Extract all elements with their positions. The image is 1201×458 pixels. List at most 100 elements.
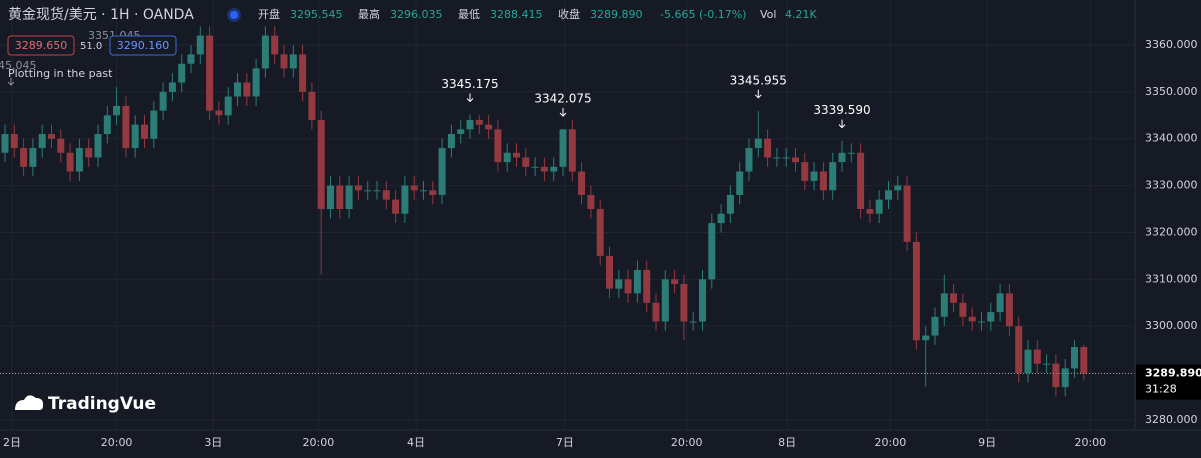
y-tick-label: 3340.000	[1145, 132, 1198, 145]
candle-body	[819, 171, 827, 191]
candle-body	[987, 312, 995, 322]
watermark: TradingVue	[15, 394, 156, 414]
candle-body	[224, 96, 232, 116]
candle-body	[633, 269, 641, 294]
candle-body	[801, 162, 809, 181]
y-tick-label: 3300.000	[1145, 319, 1198, 332]
candle-body	[271, 35, 279, 55]
y-tick-label: 3280.000	[1145, 413, 1198, 426]
high-annotation: 3345.175	[441, 77, 498, 91]
candle-body	[689, 321, 697, 323]
candle-body	[606, 255, 613, 289]
candle-body	[420, 190, 427, 192]
candle-body	[587, 194, 595, 210]
candle-body	[196, 35, 204, 55]
candle-body	[466, 119, 474, 130]
candle-body	[661, 279, 669, 322]
candle-body	[382, 190, 390, 200]
candle-body	[522, 157, 530, 167]
annotation-arrow	[838, 119, 846, 129]
close-value: 3289.890	[590, 8, 643, 21]
candle-body	[671, 279, 679, 284]
candle-body	[141, 124, 148, 139]
candle-body	[75, 148, 83, 172]
last-price-label: 3289.890	[1145, 367, 1201, 380]
candle-body	[159, 91, 167, 111]
candle-body	[615, 279, 623, 289]
order-panel: 3351.045 3289.650 51.0 3290.160 45.045 P…	[0, 29, 177, 86]
candle-body	[299, 54, 307, 92]
x-tick-label: 7日	[556, 436, 574, 449]
candle-body	[10, 134, 18, 149]
candle-body	[736, 171, 744, 195]
x-tick-label: 9日	[978, 436, 996, 449]
candle-body	[959, 302, 967, 317]
y-tick-label: 3320.000	[1145, 225, 1198, 238]
candle-body	[1080, 347, 1088, 374]
sell-button[interactable]	[7, 35, 75, 56]
candle-body	[885, 190, 892, 200]
price-axis: 3280.0003290.0003300.0003310.0003320.000…	[3, 38, 1201, 449]
x-tick-label: 3日	[204, 436, 222, 449]
buy-button[interactable]	[109, 35, 177, 56]
candle-body	[829, 162, 837, 191]
candle-body	[782, 157, 790, 159]
candle-body	[289, 54, 297, 69]
high-annotation: 3345.955	[730, 73, 787, 87]
candle-body	[1033, 349, 1041, 364]
header: 黄金现货/美元 · 1H · OANDA 开盘 3295.545 最高 3296…	[8, 6, 817, 23]
sell-price[interactable]: 3289.650	[15, 39, 68, 52]
candle-body	[1015, 326, 1023, 374]
status-dot	[230, 11, 238, 19]
candle-body	[1, 134, 9, 153]
candle-body	[1061, 368, 1069, 388]
candle-body	[894, 185, 902, 191]
candle-body	[810, 171, 818, 181]
candle-body	[243, 82, 251, 97]
candle-body	[113, 105, 121, 116]
candle-body	[847, 152, 855, 154]
candle-body	[280, 54, 288, 69]
candle-body	[168, 82, 176, 92]
candle-body	[1043, 363, 1051, 365]
ghost-price-cut: 45.045	[0, 59, 37, 72]
x-tick-label: 20:00	[875, 436, 907, 449]
high-annotation: 3342.075	[534, 91, 591, 105]
candle-body	[438, 148, 446, 195]
y-tick-label: 3310.000	[1145, 272, 1198, 285]
candle-body	[764, 138, 772, 158]
candle-body	[838, 152, 846, 163]
candle-body	[866, 209, 874, 214]
vol-label: Vol	[760, 8, 776, 21]
candle-body	[643, 269, 651, 303]
x-tick-label: 20:00	[303, 436, 335, 449]
annotation-arrow	[466, 93, 474, 103]
candle-body	[624, 279, 632, 294]
candle-body	[1024, 349, 1032, 374]
annotation-arrow	[559, 107, 567, 117]
candle-body	[996, 293, 1004, 313]
candle-body	[475, 119, 483, 125]
candle-body	[568, 129, 576, 172]
candle-body	[950, 293, 958, 303]
candle-body	[94, 134, 102, 158]
vol-value: 4.21K	[785, 8, 817, 21]
candle-body	[392, 199, 400, 214]
candle-body	[327, 185, 334, 210]
high-annotation: 3339.590	[813, 103, 870, 117]
candle-body	[550, 166, 558, 172]
countdown: 31:28	[1145, 383, 1177, 396]
candle-body	[150, 110, 158, 139]
candle-body	[540, 166, 548, 172]
candle-body	[1071, 347, 1078, 369]
candle-body	[457, 129, 465, 135]
y-tick-label: 3350.000	[1145, 85, 1198, 98]
candle-body	[66, 152, 74, 172]
candle-body	[875, 199, 883, 214]
y-tick-label: 3360.000	[1145, 38, 1198, 51]
buy-price[interactable]: 3290.160	[117, 39, 170, 52]
candle-body	[513, 152, 520, 158]
candle-body	[699, 279, 706, 322]
